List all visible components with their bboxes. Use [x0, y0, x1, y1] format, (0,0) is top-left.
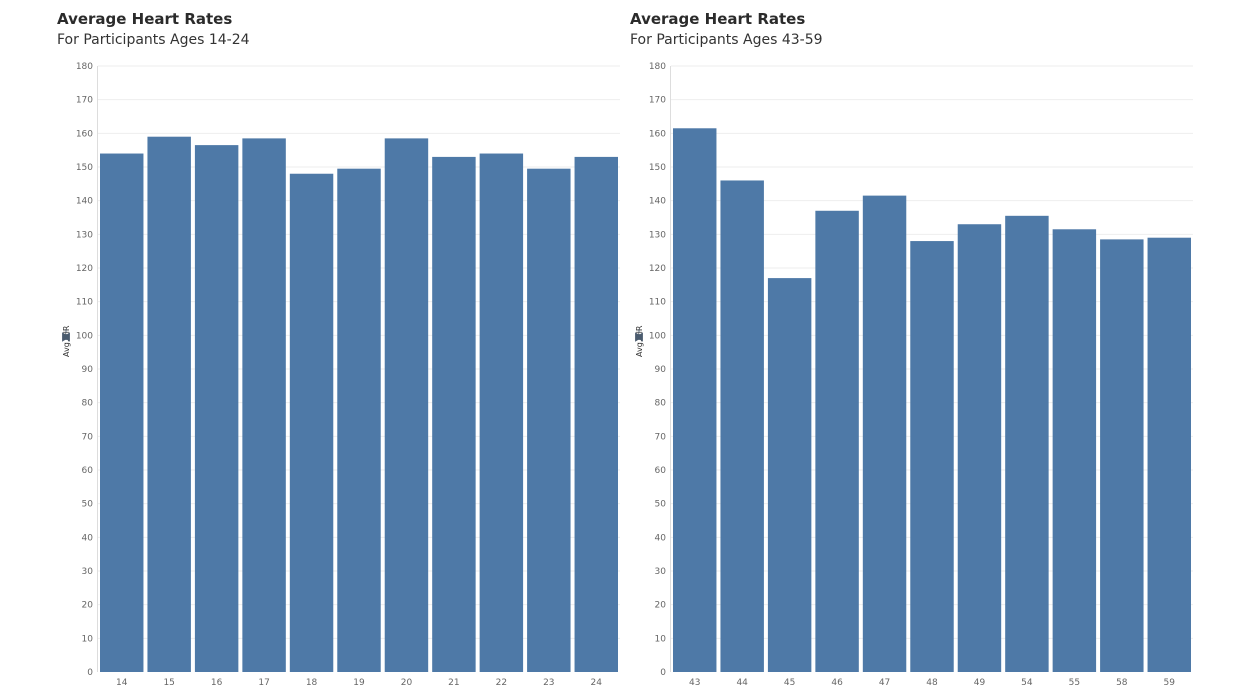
x-tick-label: 49 — [974, 678, 986, 688]
y-tick-label: 0 — [87, 668, 93, 678]
bar — [432, 156, 476, 672]
bar — [242, 138, 286, 673]
bar — [910, 241, 954, 673]
chart-panel-left: Average Heart Rates For Participants Age… — [0, 0, 620, 700]
chart-panel-right: Average Heart Rates For Participants Age… — [573, 0, 1193, 700]
y-tick-label: 70 — [82, 432, 94, 442]
pin-icon — [62, 329, 70, 342]
y-axis-title-group: Avg. HR — [62, 325, 71, 357]
y-tick-label: 140 — [76, 197, 93, 207]
y-tick-label: 80 — [655, 399, 667, 409]
y-tick-label: 30 — [82, 567, 94, 577]
chart-title: Average Heart Rates — [57, 10, 233, 28]
y-tick-label: 60 — [82, 466, 94, 476]
bar — [1005, 215, 1049, 673]
y-tick-label: 170 — [76, 96, 93, 106]
y-axis-title-group: Avg. HR — [635, 325, 644, 357]
bar — [1052, 229, 1097, 673]
bar — [337, 168, 381, 672]
pin-icon — [635, 329, 643, 342]
y-tick-label: 40 — [82, 533, 94, 543]
y-tick-label: 0 — [660, 668, 666, 678]
bar — [479, 153, 524, 673]
y-tick-label: 120 — [649, 264, 666, 274]
x-tick-label: 45 — [784, 678, 795, 688]
x-tick-label: 22 — [496, 678, 507, 688]
x-tick-label: 24 — [591, 678, 603, 688]
x-tick-label: 44 — [736, 678, 748, 688]
bar — [673, 128, 717, 673]
y-tick-label: 110 — [76, 298, 93, 308]
x-tick-label: 23 — [543, 678, 554, 688]
x-tick-label: 20 — [401, 678, 413, 688]
x-tick-label: 18 — [306, 678, 318, 688]
x-tick-label: 55 — [1069, 678, 1080, 688]
x-tick-label: 48 — [926, 678, 938, 688]
y-tick-label: 20 — [655, 601, 667, 611]
y-axis-title: Avg. HR — [62, 325, 71, 357]
x-tick-label: 59 — [1164, 678, 1176, 688]
bar-chart: 0 10 20 30 40 50 60 70 80 90 100 110 120 130 140 150 160… — [62, 62, 620, 688]
y-tick-label: 100 — [76, 331, 93, 341]
pin-icon-shape — [635, 329, 643, 342]
bar — [194, 145, 239, 672]
y-tick-label: 90 — [655, 365, 667, 375]
y-tick-label: 30 — [655, 567, 667, 577]
bar — [1100, 239, 1144, 672]
y-tick-label: 170 — [649, 96, 666, 106]
y-tick-label: 50 — [82, 500, 94, 510]
bar — [100, 153, 144, 673]
bar-chart: 0 10 20 30 40 50 60 70 80 90 100 110 120 130 140 150 160… — [635, 62, 1193, 688]
chart-title: Average Heart Rates — [630, 10, 806, 28]
x-tick-label: 47 — [879, 678, 890, 688]
x-tick-label: 19 — [353, 678, 365, 688]
bar — [147, 136, 191, 672]
y-tick-label: 160 — [76, 129, 93, 139]
y-tick-label: 160 — [649, 129, 666, 139]
pin-icon-shape — [62, 329, 70, 342]
y-tick-label: 10 — [655, 634, 667, 644]
bar — [1147, 237, 1191, 672]
y-tick-label: 100 — [649, 331, 666, 341]
x-tick-label: 16 — [211, 678, 223, 688]
bar — [767, 278, 812, 672]
bar — [384, 138, 429, 673]
y-tick-label: 140 — [649, 197, 666, 207]
bar — [289, 173, 334, 672]
chart-subtitle: For Participants Ages 14-24 — [57, 32, 250, 48]
x-tick-label: 58 — [1116, 678, 1128, 688]
chart-subtitle: For Participants Ages 43-59 — [630, 32, 823, 48]
bar — [527, 168, 571, 672]
bar — [720, 180, 764, 672]
y-tick-label: 180 — [649, 62, 666, 72]
y-tick-label: 130 — [76, 230, 93, 240]
x-tick-label: 21 — [448, 678, 459, 688]
x-tick-label: 17 — [258, 678, 269, 688]
x-tick-label: 54 — [1021, 678, 1033, 688]
bar — [862, 195, 907, 672]
y-tick-label: 70 — [655, 432, 667, 442]
x-tick-label: 46 — [831, 678, 843, 688]
y-tick-label: 40 — [655, 533, 667, 543]
y-tick-label: 110 — [649, 298, 666, 308]
y-tick-label: 180 — [76, 62, 93, 72]
y-tick-label: 90 — [82, 365, 94, 375]
bar — [574, 156, 618, 672]
bar — [957, 224, 1002, 672]
x-tick-label: 15 — [163, 678, 174, 688]
x-tick-label: 14 — [116, 678, 128, 688]
y-tick-label: 50 — [655, 500, 667, 510]
y-tick-label: 10 — [82, 634, 94, 644]
y-tick-label: 80 — [82, 399, 94, 409]
y-axis-title: Avg. HR — [635, 325, 644, 357]
y-tick-label: 150 — [649, 163, 666, 173]
x-tick-label: 43 — [689, 678, 700, 688]
y-tick-label: 150 — [76, 163, 93, 173]
y-tick-label: 130 — [649, 230, 666, 240]
y-tick-label: 60 — [655, 466, 667, 476]
y-tick-label: 20 — [82, 601, 94, 611]
bar — [815, 210, 859, 672]
y-tick-label: 120 — [76, 264, 93, 274]
